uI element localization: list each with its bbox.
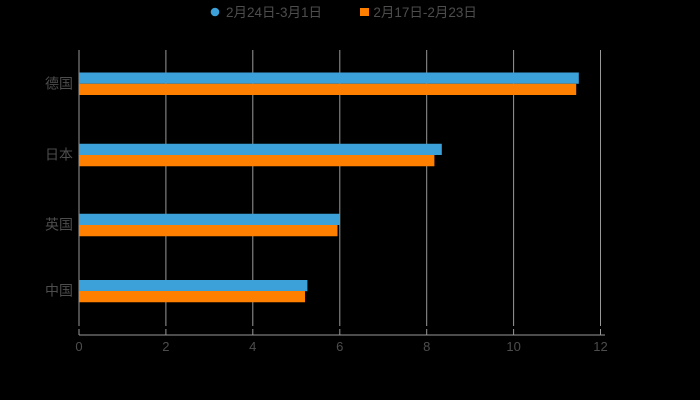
svg-text:10: 10	[506, 339, 520, 354]
svg-text:2: 2	[162, 339, 169, 354]
svg-text:德国: 德国	[45, 76, 73, 92]
svg-text:6: 6	[336, 339, 343, 354]
svg-text:4: 4	[249, 339, 256, 354]
svg-text:2月24日-3月1日: 2月24日-3月1日	[226, 5, 322, 20]
svg-text:日本: 日本	[45, 147, 73, 163]
svg-text:中国: 中国	[45, 283, 73, 299]
svg-text:英国: 英国	[45, 217, 73, 233]
svg-text:12: 12	[593, 339, 607, 354]
svg-text:0: 0	[75, 339, 82, 354]
svg-text:2月17日-2月23日: 2月17日-2月23日	[373, 5, 477, 20]
svg-text:8: 8	[423, 339, 430, 354]
